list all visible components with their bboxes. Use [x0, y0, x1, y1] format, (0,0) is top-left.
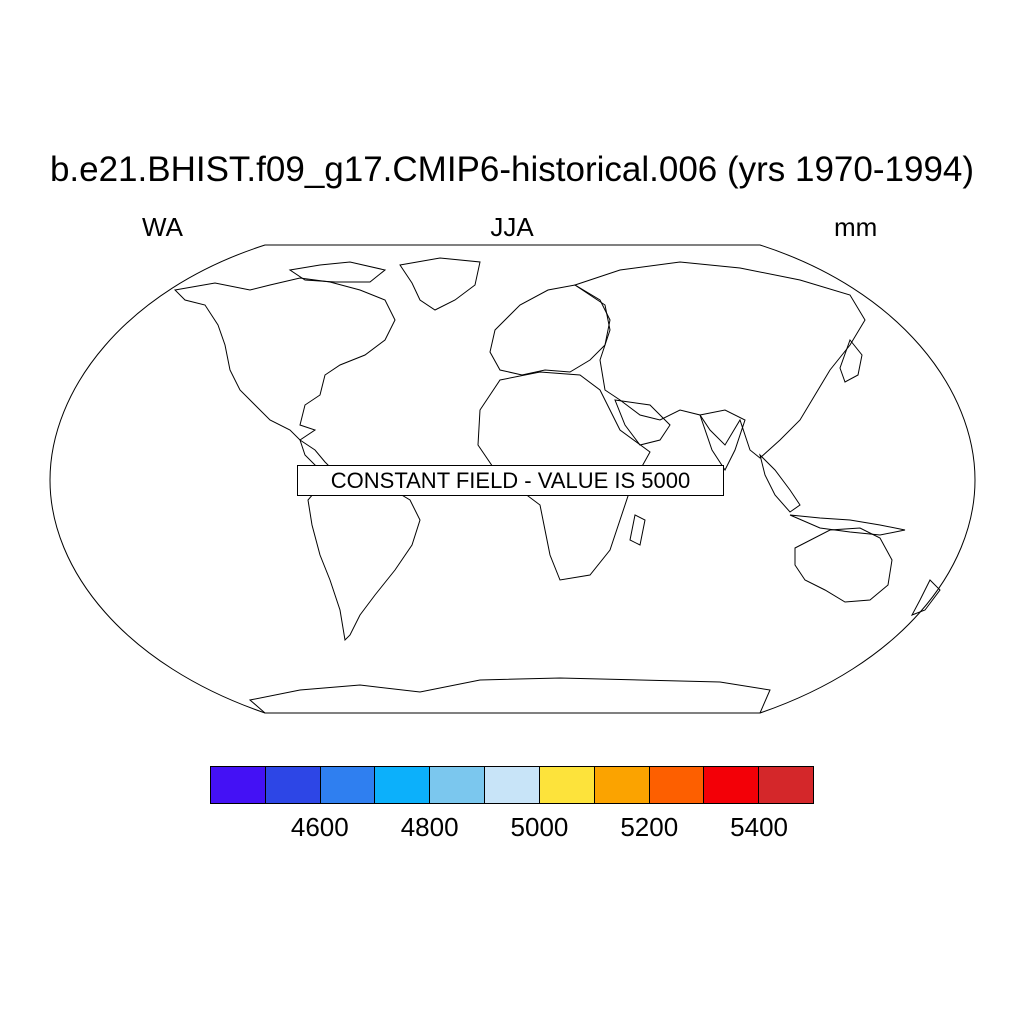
coastline-europe — [489, 284, 611, 376]
colorbar-tick-label: 4800 — [400, 812, 459, 842]
coastline-north-america — [173, 277, 396, 441]
colorbar-swatch — [265, 767, 321, 803]
units-label: mm — [834, 212, 878, 242]
coastline-australia — [794, 527, 893, 603]
season-label: JJA — [490, 212, 534, 242]
coastline-south-america — [307, 474, 421, 642]
colorbar-swatch — [594, 767, 650, 803]
colorbar-tick-label: 5200 — [620, 812, 679, 842]
colorbar — [210, 766, 814, 804]
coastline-arctic-islands — [288, 261, 387, 283]
colorbar-swatch — [759, 767, 813, 803]
coastline-new-zealand — [910, 579, 941, 616]
colorbar-tick-label: 4600 — [290, 812, 349, 842]
coastline-madagascar — [629, 514, 646, 546]
coastline-greenland — [399, 257, 481, 311]
variable-label: WA — [142, 212, 183, 242]
coastline-india — [699, 409, 746, 472]
coastline-asia — [573, 261, 866, 459]
plot-title: b.e21.BHIST.f09_g17.CMIP6-historical.006… — [49, 150, 975, 189]
coastline-japan — [839, 338, 863, 383]
colorbar-swatch — [539, 767, 595, 803]
colorbar-swatch — [430, 767, 486, 803]
colorbar-tick-label: 5400 — [730, 812, 788, 842]
coastline-arabia — [614, 399, 671, 446]
colorbar-swatch — [211, 767, 266, 803]
colorbar-tick-label: 5000 — [510, 812, 569, 842]
coastline-antarctica — [248, 677, 771, 714]
colorbar-swatch — [704, 767, 760, 803]
colorbar-swatch — [485, 767, 540, 803]
colorbar-swatch — [375, 767, 431, 803]
colorbar-swatch — [649, 767, 705, 803]
coastline-southeast-asia — [759, 453, 801, 513]
colorbar-swatch — [320, 767, 376, 803]
constant-field-message: CONSTANT FIELD - VALUE IS 5000 — [297, 465, 724, 496]
coastline-indonesia — [789, 514, 906, 536]
